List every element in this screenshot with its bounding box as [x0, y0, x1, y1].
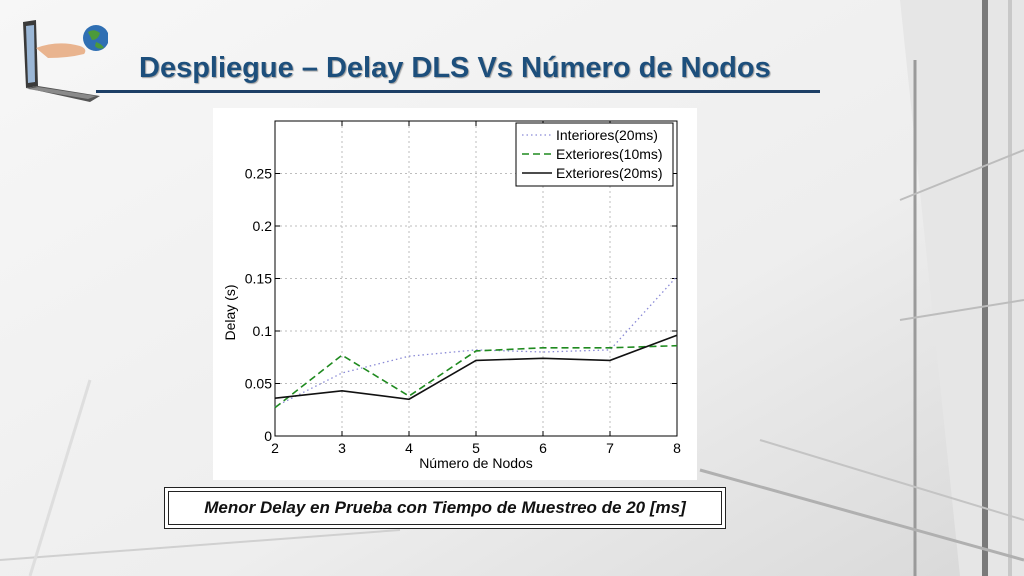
caption-text: Menor Delay en Prueba con Tiempo de Mues… — [204, 498, 686, 517]
series-line-2 — [274, 334, 678, 401]
x-tick-label: 3 — [338, 440, 346, 456]
legend-label: Exteriores(20ms) — [556, 165, 663, 181]
laptop-globe-logo-icon — [23, 20, 108, 102]
y-tick-label: 0.25 — [245, 166, 272, 182]
y-axis-ticks: 0 0.05 0.1 0.15 0.2 0.25 — [245, 166, 677, 444]
title-underline — [96, 90, 820, 93]
y-axis-label: Delay (s) — [222, 284, 238, 340]
x-tick-label: 7 — [606, 440, 614, 456]
x-tick-label: 4 — [405, 440, 413, 456]
x-tick-label: 5 — [472, 440, 480, 456]
legend-box — [515, 122, 674, 187]
y-tick-label: 0.15 — [245, 271, 272, 287]
y-tick-label: 0.2 — [253, 218, 273, 234]
series-line-1 — [274, 344, 678, 409]
chart-panel: 0 0.05 0.1 0.15 0.2 0.25 2 3 4 5 6 7 8 Número de No… — [213, 108, 697, 480]
x-tick-label: 8 — [673, 440, 681, 456]
caption-box: Menor Delay en Prueba con Tiempo de Mues… — [164, 487, 726, 529]
x-tick-label: 2 — [271, 440, 279, 456]
y-tick-label: 0.05 — [245, 376, 272, 392]
x-tick-label: 6 — [539, 440, 547, 456]
caption-frame: Menor Delay en Prueba con Tiempo de Mues… — [168, 491, 722, 525]
y-tick-label: 0.1 — [253, 323, 273, 339]
slide-title: Despliegue – Delay DLS Vs Número de Nodo… — [139, 52, 771, 84]
series-lines — [274, 275, 678, 409]
y-tick-label: 0 — [264, 428, 272, 444]
delay-line-chart: 0 0.05 0.1 0.15 0.2 0.25 2 3 4 5 6 7 8 Número de No… — [222, 120, 681, 471]
x-axis-label: Número de Nodos — [419, 455, 533, 471]
chart-legend: Interiores(20ms) Exteriores(10ms) Exterior… — [515, 122, 674, 187]
x-axis-ticks: 2 3 4 5 6 7 8 — [271, 121, 681, 456]
legend-label: Interiores(20ms) — [556, 127, 658, 143]
legend-label: Exteriores(10ms) — [556, 146, 663, 162]
